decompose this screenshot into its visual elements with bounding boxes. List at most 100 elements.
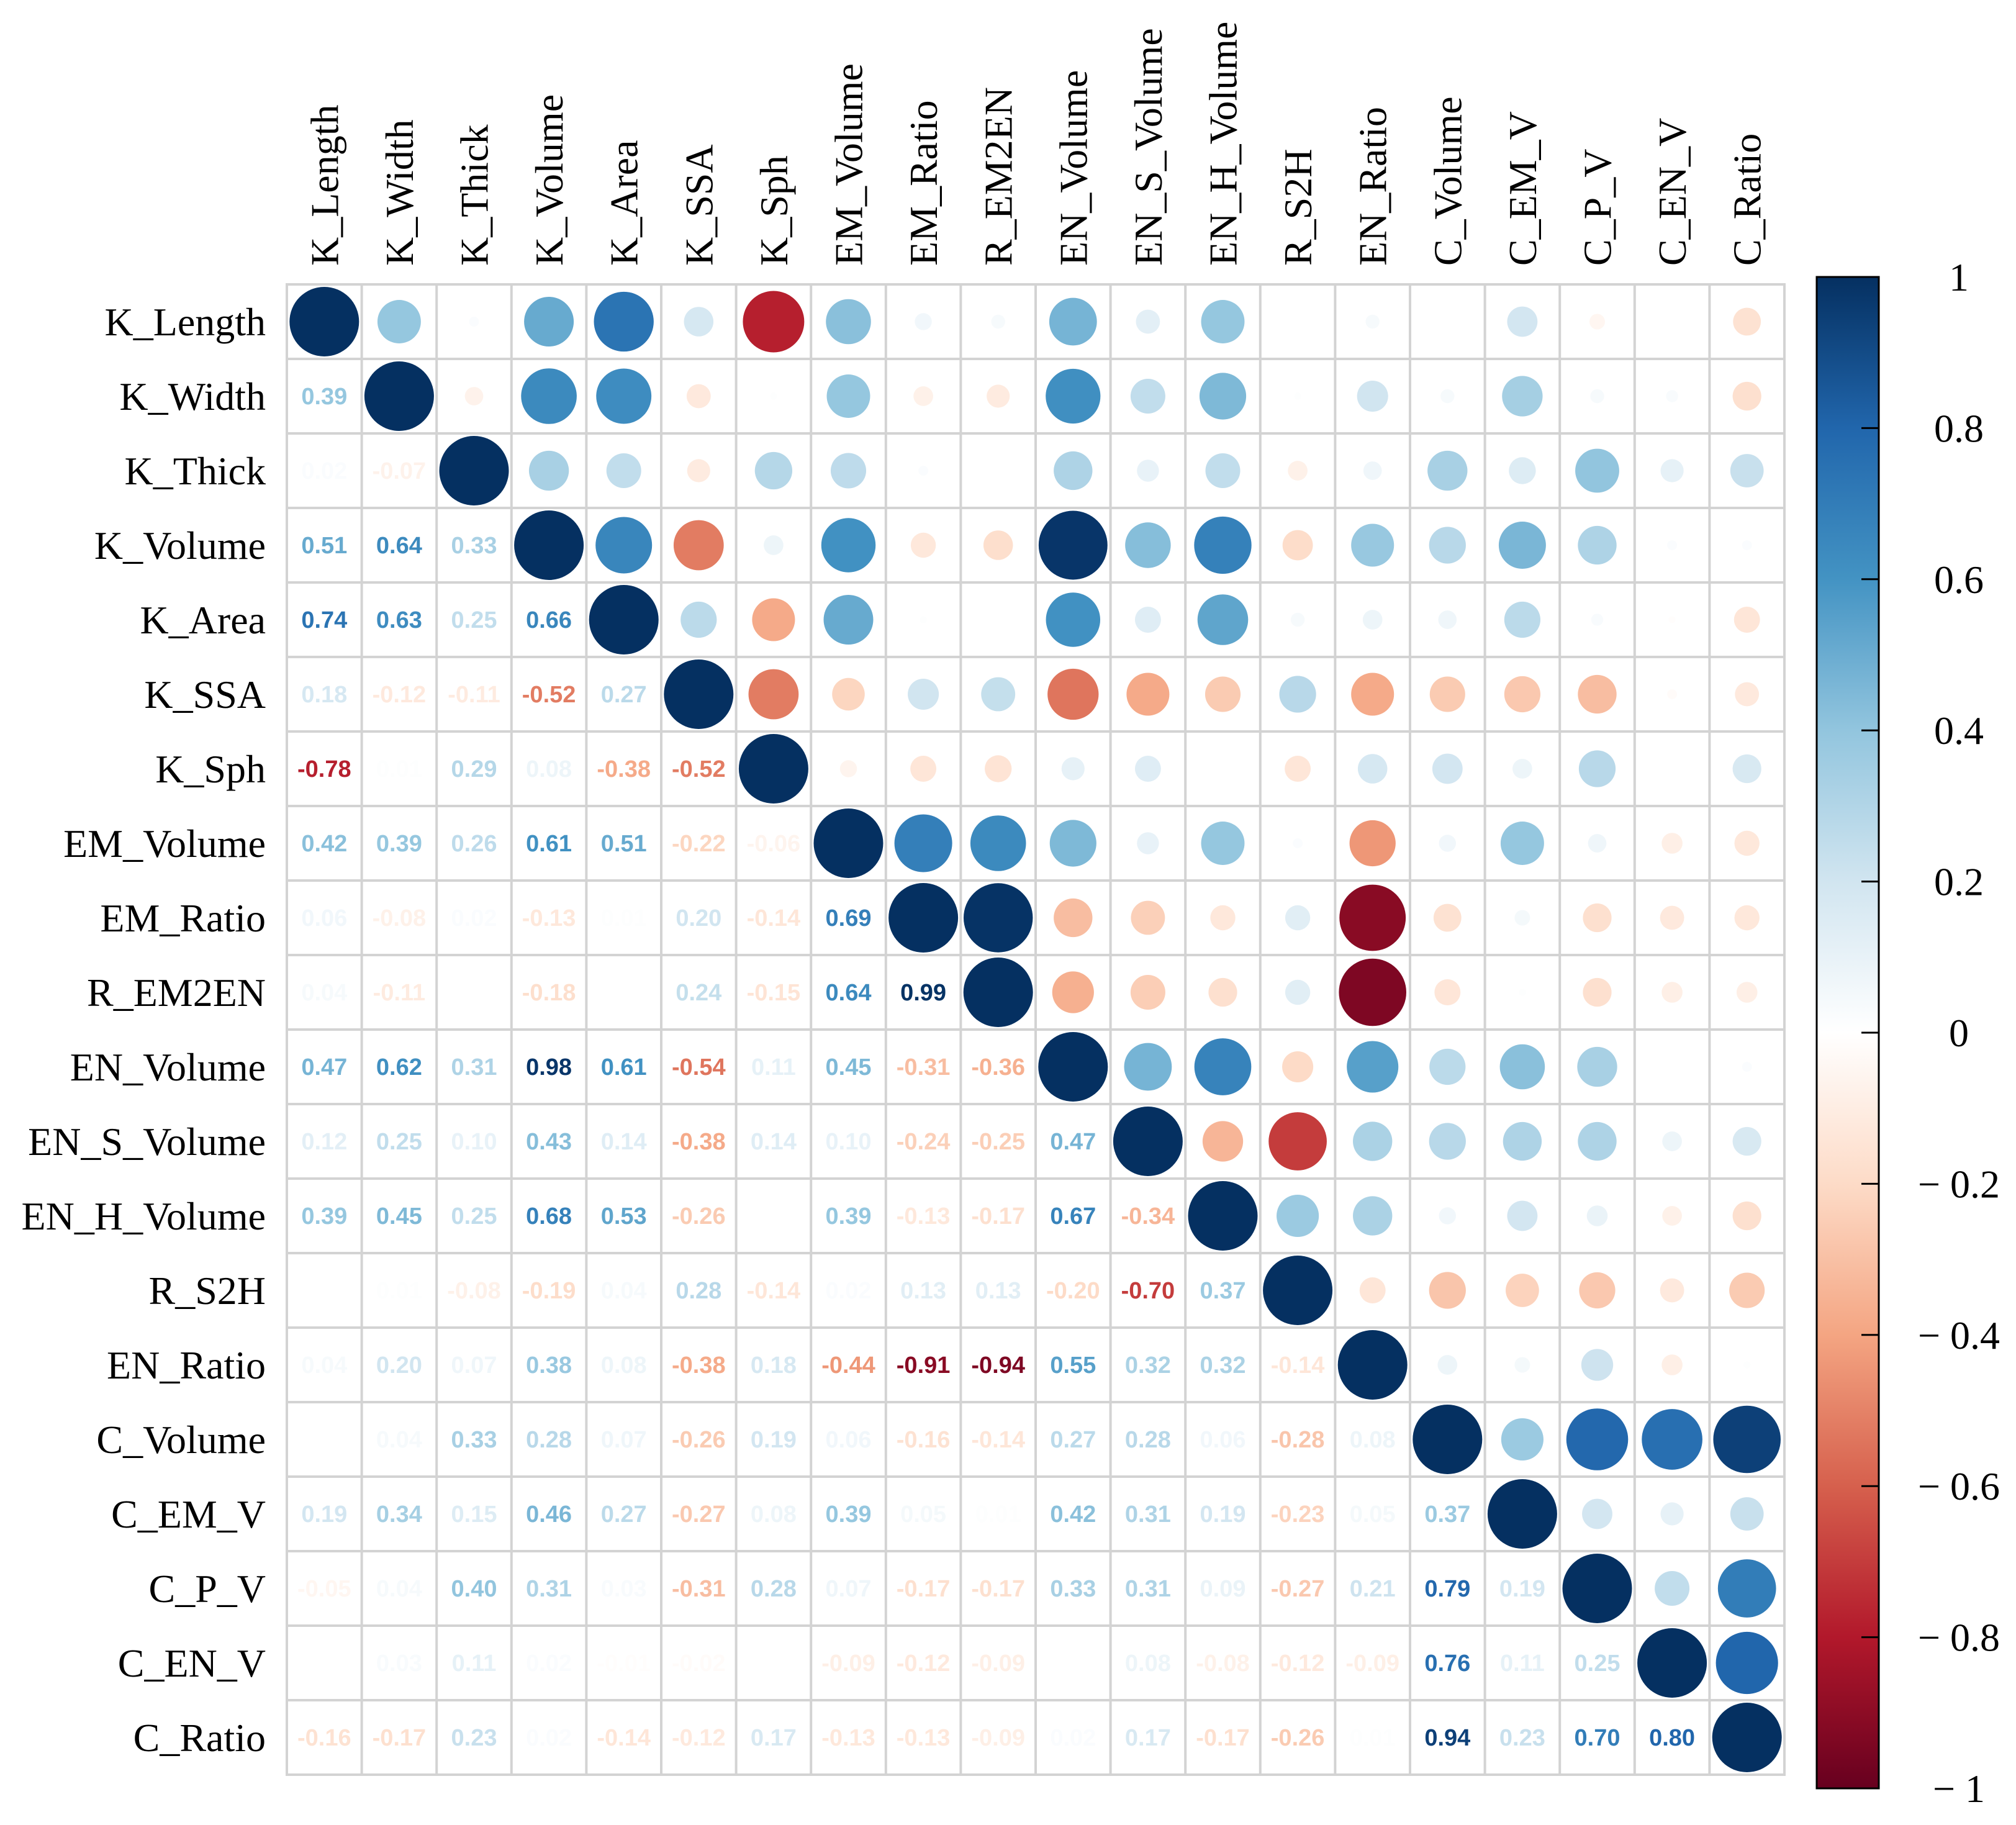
corr-circle-EM_Ratio-C_Volume: [1433, 903, 1462, 932]
colorbar-tick-label: 0.2: [1934, 860, 1984, 904]
corr-circle-EM_Ratio-EN_Ratio: [1339, 884, 1406, 951]
corr-value-C_EN_V-EN_Ratio: -0.09: [1345, 1651, 1399, 1677]
corr-value-EN_Ratio-K_Sph: 0.18: [751, 1352, 797, 1379]
corr-circle-R_S2H-R_S2H: [1263, 1256, 1333, 1325]
corr-circle-C_P_V-C_Ratio: [1717, 1559, 1776, 1618]
corr-circle-K_Sph-R_S2H: [1285, 756, 1311, 782]
corr-value-EM_Ratio-K_Area: 0.01: [601, 905, 647, 931]
corr-circle-K_Length-C_Ratio: [1733, 307, 1761, 336]
corr-value-EM_Ratio-K_Length: 0.06: [301, 905, 347, 931]
corr-value-C_Volume-K_SSA: -0.26: [672, 1427, 726, 1453]
corr-circle-K_Length-EM_Volume: [826, 299, 871, 345]
corr-value-EN_S_Volume-K_Volume: 0.43: [526, 1129, 572, 1155]
corr-circle-EM_Ratio-C_Ratio: [1734, 905, 1760, 931]
colorbar-tick-label: − 1: [1933, 1767, 1985, 1811]
corr-value-R_S2H-K_Area: 0.04: [601, 1278, 647, 1304]
corr-circle-K_Thick-EN_S_Volume: [1137, 460, 1159, 482]
corr-value-EN_S_Volume-EM_Volume: 0.10: [826, 1129, 872, 1155]
corr-circle-EN_Volume-EN_Volume: [1038, 1032, 1108, 1102]
row-label-K_Width: K_Width: [119, 374, 266, 419]
corr-value-EM_Ratio-K_SSA: 0.20: [676, 905, 721, 931]
corr-value-EN_H_Volume-EN_Volume: 0.67: [1050, 1203, 1096, 1229]
corr-value-C_P_V-EN_H_Volume: 0.09: [1200, 1576, 1246, 1602]
corr-value-C_EM_V-EN_Ratio: 0.05: [1350, 1501, 1396, 1528]
col-label-EM_Volume: EM_Volume: [827, 63, 871, 266]
corr-circle-K_Area-EN_H_Volume: [1197, 594, 1249, 645]
corr-value-EN_S_Volume-K_Sph: 0.14: [751, 1129, 797, 1155]
corr-value-C_P_V-K_SSA: -0.31: [672, 1576, 726, 1602]
corr-value-C_EN_V-C_EM_V: 0.11: [1500, 1651, 1545, 1677]
corr-circle-R_EM2EN-C_EM_V: [1519, 989, 1526, 996]
corr-circle-C_EN_V-C_Ratio: [1715, 1631, 1778, 1695]
corr-circle-K_Area-K_Area: [589, 585, 659, 654]
corr-value-EN_H_Volume-K_SSA: -0.26: [672, 1203, 726, 1229]
corr-value-C_EM_V-EM_Ratio: 0.05: [900, 1501, 946, 1528]
corr-value-C_EM_V-C_Volume: 0.37: [1424, 1501, 1470, 1528]
col-label-K_Length: K_Length: [302, 105, 346, 266]
corr-circle-C_EM_V-C_EN_V: [1660, 1502, 1684, 1526]
corr-circle-K_Area-C_P_V: [1591, 614, 1604, 626]
corr-circle-K_Area-C_Ratio: [1733, 607, 1760, 633]
corr-value-EN_Ratio-K_SSA: -0.38: [672, 1352, 726, 1379]
axis-labels: K_Length K_Width K_Thick K_Volume K_Area K_SS…: [22, 22, 1770, 1760]
corr-value-C_Volume-K_Thick: 0.33: [451, 1427, 497, 1453]
corr-value-C_EM_V-K_SSA: -0.27: [672, 1501, 726, 1528]
corr-circle-K_SSA-EN_Ratio: [1351, 672, 1394, 716]
corr-circle-K_Thick-EN_Volume: [1054, 451, 1093, 491]
corr-value-R_S2H-EN_S_Volume: -0.70: [1121, 1278, 1175, 1304]
row-label-EM_Ratio: EM_Ratio: [100, 896, 266, 940]
corr-circle-R_S2H-C_EN_V: [1660, 1278, 1684, 1303]
corr-value-R_S2H-K_Sph: -0.14: [747, 1278, 801, 1304]
corr-value-C_EN_V-C_Volume: 0.76: [1424, 1651, 1470, 1677]
corr-value-C_Volume-K_Length: 0.00: [301, 1427, 347, 1453]
corr-circle-K_Length-EN_Ratio: [1365, 314, 1380, 329]
corr-circle-K_Thick-K_Area: [606, 453, 641, 488]
corr-value-EN_Volume-K_Thick: 0.31: [451, 1054, 497, 1080]
corr-value-C_EM_V-K_Sph: 0.08: [751, 1501, 797, 1528]
col-label-C_EM_V: C_EM_V: [1501, 111, 1545, 266]
corr-value-C_EN_V-R_S2H: -0.12: [1271, 1651, 1325, 1677]
corr-circle-EN_H_Volume-C_P_V: [1586, 1205, 1608, 1226]
corr-circle-EN_H_Volume-C_EM_V: [1507, 1200, 1538, 1231]
corr-value-EN_S_Volume-K_SSA: -0.38: [672, 1129, 726, 1155]
corr-value-C_P_V-K_Volume: 0.31: [526, 1576, 572, 1602]
col-label-C_Ratio: C_Ratio: [1725, 134, 1770, 266]
corr-value-EN_H_Volume-K_Volume: 0.68: [526, 1203, 572, 1229]
row-label-R_S2H: R_S2H: [149, 1269, 266, 1313]
corr-value-EN_H_Volume-K_Width: 0.45: [376, 1203, 422, 1229]
corr-circle-K_Area-EN_Volume: [1046, 592, 1101, 647]
corr-circle-C_EM_V-C_EM_V: [1487, 1479, 1557, 1549]
corr-circle-K_SSA-R_EM2EN: [981, 677, 1016, 712]
row-label-K_SSA: K_SSA: [144, 672, 266, 717]
row-label-R_EM2EN: R_EM2EN: [87, 971, 266, 1015]
corr-value-R_S2H-K_Width: 0.01: [376, 1278, 422, 1304]
corr-value-C_P_V-K_Area: 0.03: [601, 1576, 647, 1602]
corr-value-EN_H_Volume-K_Area: 0.53: [601, 1203, 647, 1229]
corr-value-R_S2H-EN_Volume: -0.20: [1046, 1278, 1100, 1304]
colorbar-tick-label: − 0.4: [1918, 1313, 2000, 1357]
corr-circle-R_EM2EN-EN_Ratio: [1339, 958, 1406, 1026]
corr-value-R_S2H-K_Length: 0.00: [301, 1278, 347, 1304]
row-label-K_Thick: K_Thick: [125, 449, 266, 493]
corr-circle-K_SSA-C_P_V: [1578, 674, 1617, 714]
corr-circle-EM_Volume-EN_Volume: [1049, 820, 1096, 867]
corr-value-EM_Volume-K_Thick: 0.26: [451, 831, 497, 857]
corr-circle-K_Area-K_SSA: [680, 601, 717, 638]
corr-circle-K_Width-K_Volume: [521, 368, 577, 424]
corr-circle-K_SSA-C_EM_V: [1504, 676, 1540, 713]
corr-value-EN_Volume-K_Volume: 0.98: [526, 1054, 572, 1080]
corr-circle-K_Volume-R_S2H: [1282, 530, 1313, 561]
corr-circle-K_Width-K_Sph: [770, 392, 777, 400]
corr-value-R_EM2EN-K_Thick: 0.00: [451, 980, 497, 1006]
corr-circle-K_Sph-EN_S_Volume: [1134, 756, 1161, 782]
corr-value-K_Area-K_Width: 0.63: [376, 607, 422, 633]
corr-value-K_Volume-K_Thick: 0.33: [451, 533, 497, 559]
corr-circle-R_S2H-C_P_V: [1579, 1272, 1616, 1309]
corr-circle-K_Thick-K_Volume: [528, 450, 569, 491]
corr-value-C_Volume-K_Width: 0.04: [376, 1427, 422, 1453]
corr-circle-EN_Volume-EN_Ratio: [1347, 1041, 1399, 1093]
corr-circle-EM_Ratio-EM_Ratio: [888, 883, 959, 953]
matrix-cells: 0.39 0.02 -0.07 0.51 0.64 0.33 0.74 0.63 0.25 0.6…: [289, 287, 1782, 1772]
corr-circle-C_P_V-C_P_V: [1562, 1554, 1632, 1623]
